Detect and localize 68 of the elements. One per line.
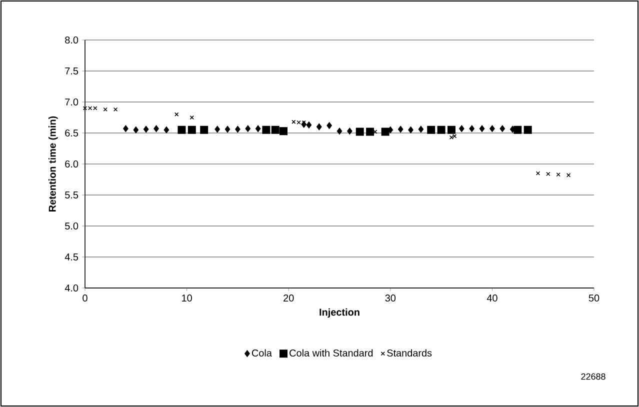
x-tick-label: 20 — [284, 294, 294, 302]
point — [133, 126, 139, 134]
point — [271, 126, 280, 134]
point — [174, 112, 179, 116]
point — [262, 126, 270, 134]
x-tick-label: 30 — [385, 294, 396, 302]
point — [546, 172, 550, 176]
point — [280, 127, 288, 136]
legend-label: Cola with Standard — [290, 349, 373, 357]
y-tick-label: 6.0 — [65, 160, 78, 168]
x-tick-label: 40 — [486, 294, 498, 302]
point — [514, 126, 522, 134]
point — [356, 128, 364, 136]
point — [469, 125, 474, 132]
point — [500, 125, 506, 132]
point — [245, 125, 251, 132]
x-axis-title: Injection — [320, 308, 360, 318]
point — [427, 126, 436, 134]
point — [103, 107, 108, 112]
point — [381, 128, 390, 136]
point — [224, 126, 230, 133]
point — [556, 172, 560, 177]
point — [479, 125, 485, 132]
point — [447, 126, 456, 134]
point — [143, 126, 149, 133]
point — [123, 125, 128, 132]
y-tick-label: 4.5 — [64, 254, 78, 260]
y-tick-label: 6.5 — [65, 129, 78, 137]
y-tick-label: 7.5 — [65, 68, 78, 74]
point — [188, 126, 196, 134]
x-tick-label: 50 — [588, 294, 600, 302]
point — [336, 128, 342, 135]
y-tick-label: 8.0 — [65, 36, 78, 44]
point — [255, 125, 261, 132]
point — [154, 125, 159, 132]
y-tick-label: 5.0 — [65, 222, 78, 230]
point — [524, 126, 532, 134]
point — [566, 173, 571, 178]
x-tick-label: 10 — [182, 294, 192, 302]
point — [459, 125, 464, 132]
legend-label: Standards — [387, 349, 432, 357]
text: 22688 — [581, 373, 606, 380]
point — [164, 126, 170, 134]
y-axis-title: Retention time (min) — [48, 116, 58, 212]
point — [178, 126, 186, 134]
point — [398, 126, 404, 133]
x-tick-label: 0 — [82, 294, 88, 302]
point — [214, 126, 220, 133]
point — [200, 126, 208, 134]
point — [437, 126, 446, 134]
point — [366, 128, 374, 136]
y-tick-label: 7.0 — [65, 98, 78, 106]
point — [326, 122, 332, 129]
point — [306, 122, 312, 128]
point — [190, 115, 194, 120]
point — [347, 128, 352, 135]
y-tick-label: 5.5 — [65, 192, 78, 198]
point — [449, 135, 454, 140]
y-tick-label: 4.0 — [64, 284, 78, 292]
legend-label: Cola — [252, 349, 272, 357]
point — [418, 126, 424, 133]
point — [316, 123, 322, 130]
point — [490, 125, 495, 132]
point — [408, 126, 414, 134]
point — [113, 107, 118, 112]
point — [235, 126, 240, 133]
point — [452, 134, 457, 138]
point — [536, 171, 540, 176]
